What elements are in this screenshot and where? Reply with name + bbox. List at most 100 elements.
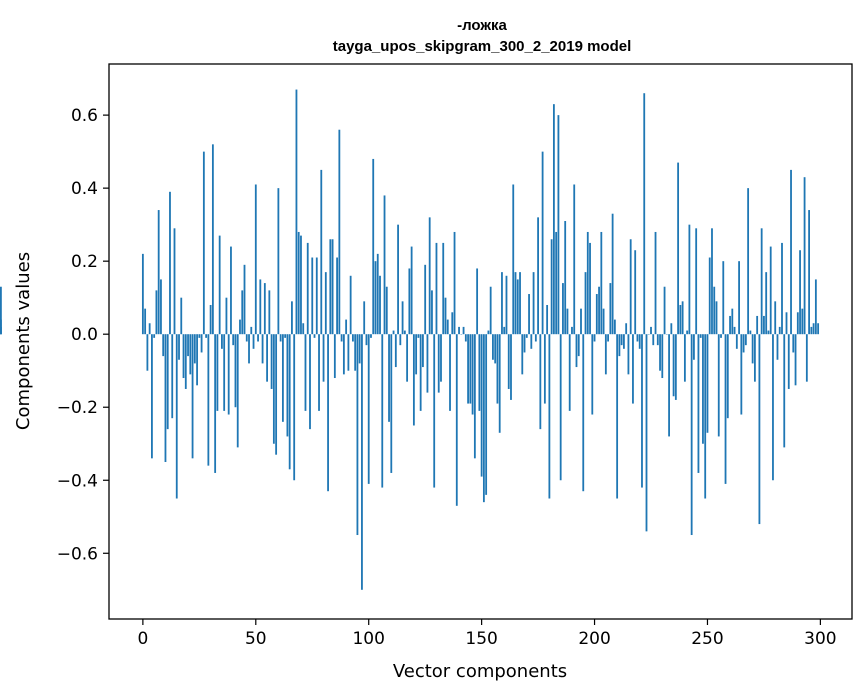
y-tick-label-6: 0.6 (71, 106, 98, 126)
bar-component-75 (311, 257, 314, 335)
bar-component-59 (275, 334, 278, 455)
bar-component-230 (661, 334, 664, 379)
bar-component-126 (426, 334, 429, 393)
bar-component-37 (225, 297, 228, 335)
bar-component-76 (313, 334, 316, 338)
bar-component-291 (799, 250, 801, 335)
bar-component-253 (713, 286, 716, 335)
bar-component-109 (388, 334, 390, 422)
bar-component-184 (557, 115, 560, 335)
bar-component-260 (729, 315, 731, 335)
x-tick-label-100: 100 (352, 629, 384, 649)
bar-component-146 (471, 334, 474, 415)
bar-component-49 (252, 334, 255, 349)
bar-component-56 (268, 290, 271, 335)
bar-component-53 (261, 334, 264, 364)
bar-component-57 (270, 334, 273, 389)
bar-component-219 (636, 334, 639, 342)
bar-component-195 (582, 334, 585, 492)
bar-component-119 (410, 246, 413, 335)
plot-area-frame (108, 63, 853, 620)
bar-component-97 (361, 334, 363, 590)
bar-component-178 (543, 334, 546, 404)
bar-component-225 (650, 326, 652, 335)
bar-component-249 (704, 334, 707, 499)
bar-component-166 (516, 279, 519, 335)
bar-component-128 (431, 290, 433, 335)
bar-component-117 (406, 334, 409, 382)
bar-component-240 (683, 334, 686, 382)
bar-component-98 (363, 301, 366, 335)
y-tick-label-2: −0.2 (57, 398, 98, 418)
bar-component-281 (776, 334, 779, 360)
bar-component-246 (697, 334, 700, 473)
bar-component-162 (507, 334, 510, 389)
bar-component-174 (534, 334, 537, 342)
x-tick-label-200: 200 (578, 629, 610, 649)
bar-component-142 (462, 326, 465, 335)
bar-component-91 (347, 334, 350, 371)
y-tick-label-1: −0.4 (57, 471, 98, 491)
bar-component-31 (211, 144, 214, 335)
bar-component-71 (302, 323, 305, 335)
bar-component-290 (796, 312, 799, 335)
bar-component-52 (259, 279, 262, 335)
bar-component-26 (200, 334, 203, 353)
bar-component-0 (141, 253, 144, 335)
bar-component-undefined (0, 286, 2, 335)
bar-component-191 (573, 184, 576, 335)
bar-component-169 (523, 334, 526, 353)
bar-component-50 (254, 184, 257, 335)
bar-component-185 (559, 334, 562, 481)
bar-component-45 (243, 264, 246, 335)
bar-component-276 (765, 272, 768, 335)
bar-component-80 (322, 334, 325, 382)
bar-component-129 (433, 334, 436, 488)
bar-component-241 (686, 330, 689, 335)
bar-component-208 (611, 213, 614, 335)
bar-component-64 (286, 334, 289, 437)
bar-component-170 (525, 334, 528, 338)
bar-component-226 (652, 334, 655, 346)
bar-component-233 (668, 334, 670, 437)
bar-component-21 (189, 334, 192, 375)
bar-component-266 (742, 334, 745, 353)
bar-component-58 (272, 334, 275, 444)
bar-component-277 (767, 330, 770, 335)
bar-component-29 (207, 334, 210, 466)
bar-component-9 (162, 334, 165, 357)
bar-component-159 (501, 272, 503, 335)
bar-component-161 (505, 275, 508, 335)
bar-component-179 (546, 304, 549, 335)
bar-component-293 (803, 177, 806, 335)
bar-component-35 (221, 334, 223, 349)
bar-component-193 (577, 334, 580, 357)
bar-component-295 (808, 210, 810, 335)
bar-component-268 (747, 188, 750, 335)
bar-component-24 (196, 334, 198, 386)
bar-component-183 (555, 231, 558, 335)
bar-component-88 (340, 334, 343, 342)
bar-component-87 (338, 129, 341, 335)
bar-component-181 (550, 239, 553, 335)
bar-component-1 (144, 308, 147, 335)
bar-component-66 (291, 301, 293, 335)
bar-component-7 (157, 210, 160, 335)
bar-component-131 (437, 334, 440, 393)
bar-component-81 (324, 272, 327, 335)
bar-component-296 (810, 326, 813, 335)
bar-component-19 (184, 334, 187, 389)
bar-component-222 (643, 93, 646, 335)
bar-component-5 (153, 334, 156, 338)
bar-component-18 (182, 334, 185, 379)
bar-component-127 (428, 217, 431, 335)
bar-component-69 (297, 231, 300, 335)
bar-component-283 (781, 242, 783, 335)
bar-component-140 (458, 326, 460, 335)
bar-component-265 (740, 334, 743, 415)
bar-component-30 (209, 304, 212, 335)
bar-component-116 (403, 330, 406, 335)
bar-component-144 (467, 334, 469, 404)
bar-component-247 (699, 334, 702, 338)
